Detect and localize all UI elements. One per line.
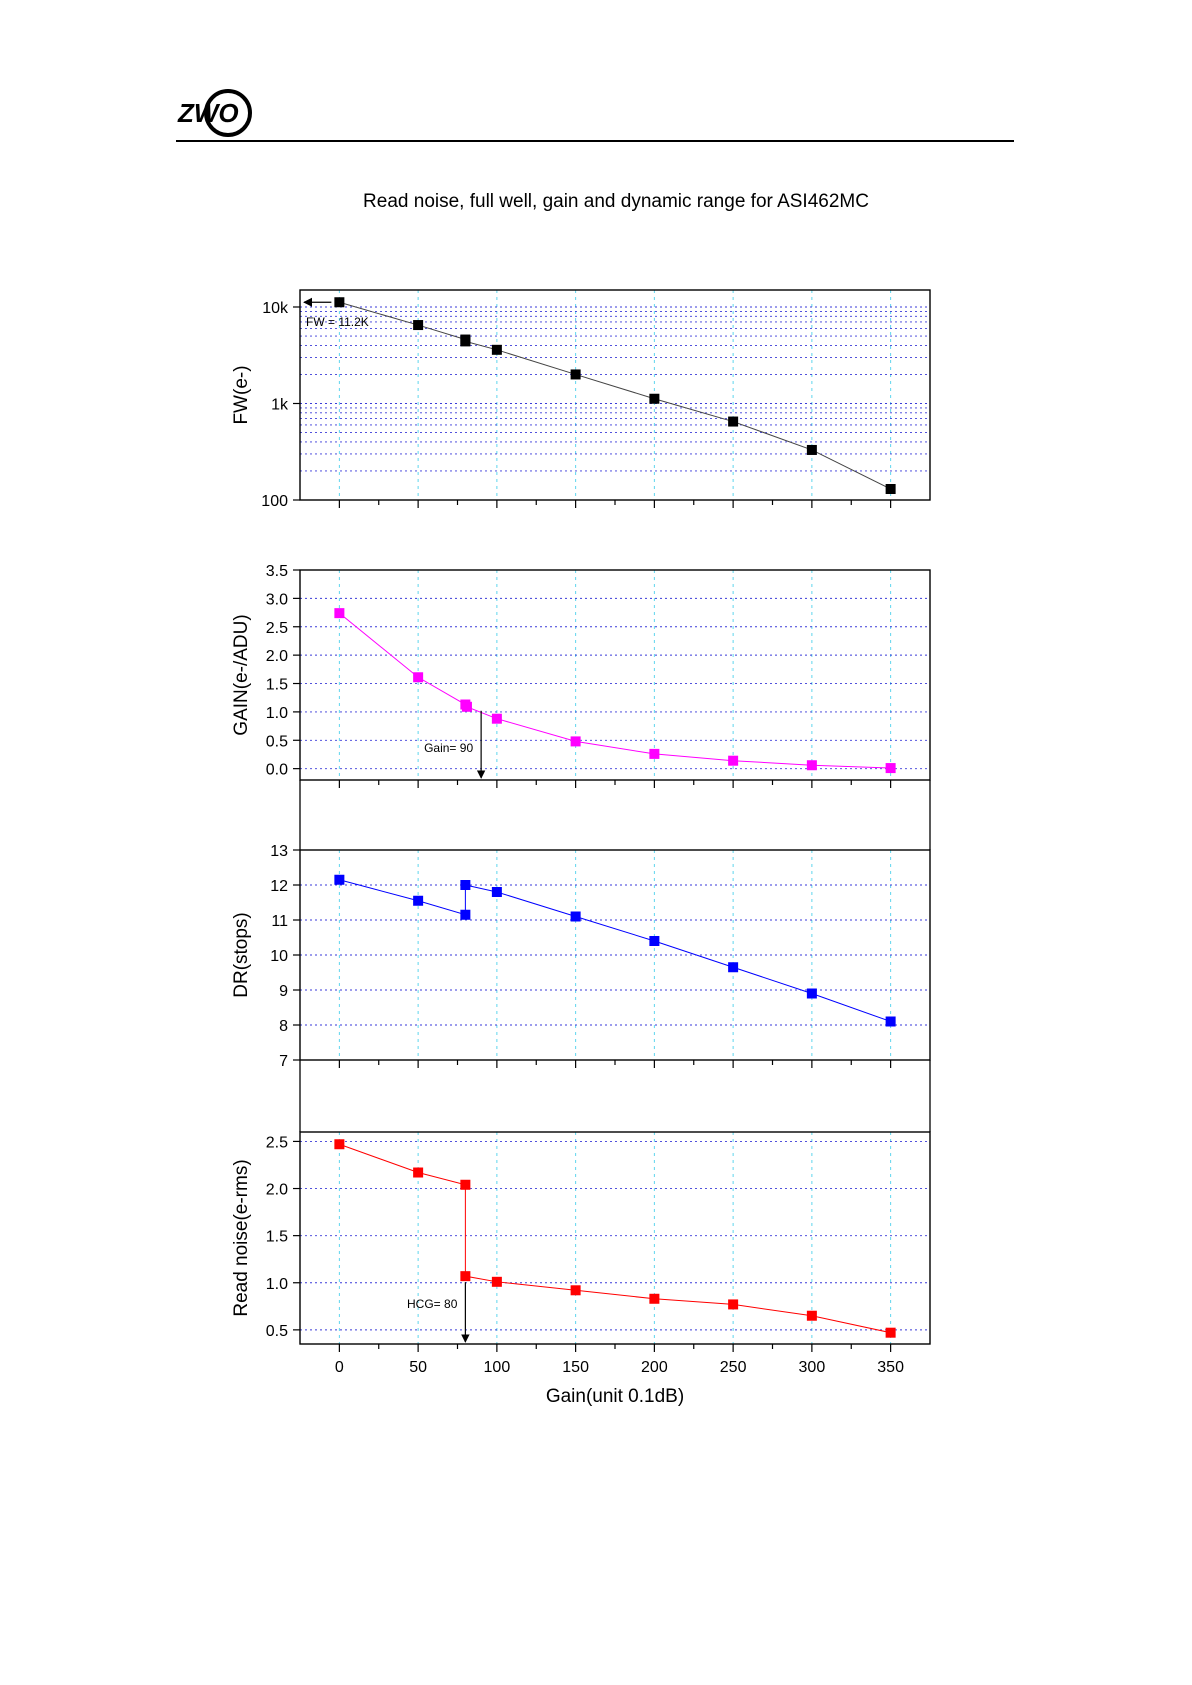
ytick-label-rn-4: 2.5: [266, 1134, 288, 1151]
point-dr-1: [413, 895, 424, 906]
series-line-dr: [339, 879, 891, 1022]
point-fw-6: [649, 393, 660, 404]
zwo-logo: ZWO: [177, 89, 252, 137]
ytick-label-gain-1: 0.5: [266, 733, 288, 750]
panel-gain: 0.0 0.5 1.0 1.5 2.0 2.5 3.0 3.5 GAIN(e-/ADU) Gain…: [231, 563, 931, 788]
ytick-label-gain-3: 1.5: [266, 677, 288, 694]
panel-fw: 100 1k 10k FW(e-) FW = 11.2K: [231, 289, 931, 510]
ylabel-dr: DR(stops): [231, 912, 252, 998]
point-fw-8: [806, 444, 817, 455]
series-line-rn: [339, 1143, 891, 1334]
ytick-label-dr-6: 13: [270, 843, 288, 860]
point-rn-1: [413, 1167, 424, 1178]
xtick-label-50: 50: [409, 1359, 427, 1376]
ytick-label-dr-0: 7: [279, 1053, 288, 1070]
point-dr-6: [649, 936, 660, 946]
point-gain-5: [570, 736, 581, 747]
point-fw-7: [728, 416, 739, 427]
point-gain-9: [885, 763, 896, 774]
ytick-label-rn-2: 1.5: [266, 1229, 288, 1246]
xtick-label-250: 250: [720, 1359, 747, 1376]
point-rn-8: [806, 1310, 817, 1321]
point-gain-8: [806, 760, 817, 771]
point-dr-0: [334, 874, 345, 885]
xtick-label-0: 0: [335, 1359, 344, 1376]
point-dr-7: [728, 962, 739, 973]
xtick-label-150: 150: [562, 1359, 589, 1376]
ytick-label-dr-2: 9: [279, 983, 288, 1000]
ylabel-fw: FW(e-): [231, 365, 252, 424]
point-fw-1: [413, 320, 424, 331]
ylabel-rn: Read noise(e-rms): [231, 1159, 252, 1316]
frame-gain: [299, 569, 931, 781]
ytick-label-rn-3: 2.0: [266, 1182, 288, 1199]
panel-rn: 0.5 1.0 1.5 2.0 2.5 Read noise(e-rms) HCG= 80 0…: [231, 1131, 931, 1407]
gain-annotation: Gain= 90: [424, 741, 473, 755]
point-dr-9: [885, 1016, 896, 1027]
x-axis-label: Gain(unit 0.1dB): [546, 1386, 684, 1407]
ytick-label-dr-5: 12: [270, 878, 288, 895]
point-fw-9: [885, 484, 896, 495]
point-gain-7: [728, 755, 739, 766]
point-rn-7: [728, 1299, 739, 1310]
ytick-label-fw-2: 10k: [262, 300, 289, 317]
xtick-label-350: 350: [877, 1359, 904, 1376]
point-dr-8: [806, 988, 817, 999]
ytick-label-gain-7: 3.5: [266, 563, 288, 580]
fw-annotation: FW = 11.2K: [306, 315, 369, 329]
ylabel-gain: GAIN(e-/ADU): [231, 614, 252, 735]
point-gain-4: [491, 713, 502, 724]
ytick-label-gain-4: 2.0: [266, 648, 288, 665]
point-dr-5: [570, 911, 581, 922]
ytick-label-dr-1: 8: [279, 1018, 288, 1035]
series-line-gain: [339, 612, 891, 769]
xtick-label-100: 100: [484, 1359, 511, 1376]
ytick-label-fw-0: 100: [261, 493, 288, 510]
ytick-label-rn-0: 0.5: [266, 1323, 288, 1340]
point-rn-6: [649, 1293, 660, 1304]
point-gain-6: [649, 748, 660, 759]
ytick-label-gain-5: 2.5: [266, 620, 288, 637]
point-rn-9: [885, 1327, 896, 1338]
header-rule: [176, 140, 1014, 142]
point-dr-3: [460, 880, 471, 890]
xtick-label-200: 200: [641, 1359, 668, 1376]
point-rn-4: [491, 1276, 502, 1287]
point-dr-4: [491, 887, 502, 897]
ytick-label-rn-1: 1.0: [266, 1276, 288, 1293]
point-fw-4: [491, 344, 502, 355]
chart-title: Read noise, full well, gain and dynamic …: [363, 191, 869, 212]
ytick-label-dr-4: 11: [271, 913, 288, 930]
panel-dr: 7 8 9 10 11 12 13 DR(stops): [231, 843, 931, 1070]
ytick-label-fw-1: 1k: [271, 396, 289, 413]
point-fw-3: [460, 336, 471, 347]
point-gain-0: [334, 608, 345, 619]
point-gain-1: [413, 672, 424, 683]
point-gain-3: [461, 701, 472, 712]
rn-annotation: HCG= 80: [407, 1297, 458, 1311]
point-rn-3: [460, 1271, 471, 1282]
series-line-fw: [339, 301, 891, 490]
point-dr-2: [460, 909, 471, 920]
zwo-logo-text: ZWO: [177, 98, 239, 128]
point-fw-0: [334, 297, 345, 308]
point-rn-5: [570, 1285, 581, 1296]
ytick-label-gain-6: 3.0: [266, 591, 288, 608]
point-rn-0: [334, 1139, 345, 1150]
ytick-label-dr-3: 10: [270, 948, 288, 965]
point-fw-5: [570, 369, 581, 380]
ytick-label-gain-2: 1.0: [266, 705, 288, 722]
ytick-label-gain-0: 0.0: [266, 762, 288, 779]
point-rn-2: [460, 1179, 471, 1190]
xtick-label-300: 300: [799, 1359, 826, 1376]
